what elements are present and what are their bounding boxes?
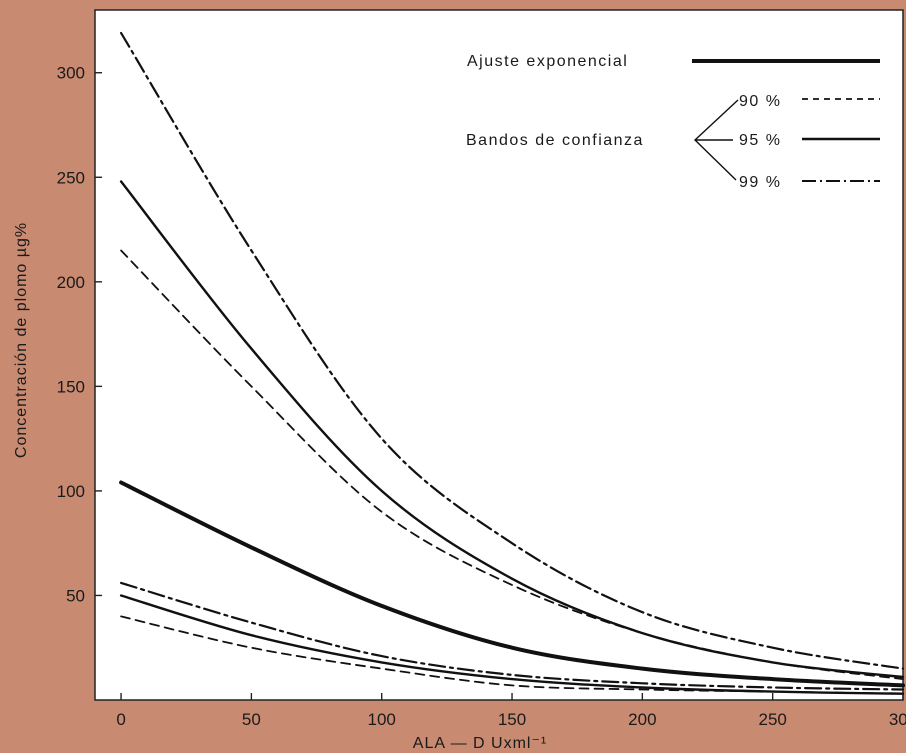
series-line-upper-99 (120, 31, 905, 670)
plot-background (94, 9, 904, 701)
x-tick-label: 100 (368, 710, 396, 729)
legend-bracket (693, 99, 739, 181)
x-tick-label: 50 (242, 710, 261, 729)
series-line-ajuste-exponencial (119, 480, 905, 688)
series-line-lower-99 (120, 581, 905, 691)
legend-level-95: 95 % (739, 132, 781, 149)
x-tick-label: 150 (498, 710, 526, 729)
legend-fit-label: Ajuste exponencial (467, 53, 628, 70)
x-tick-label: 0 (116, 710, 125, 729)
y-tick-label: 200 (57, 273, 85, 292)
y-tick-label: 50 (66, 586, 85, 605)
x-tick-label: 200 (628, 710, 656, 729)
x-tick-label: 250 (758, 710, 786, 729)
series-line-upper-90 (120, 249, 904, 680)
axis-ticks: 0 50 100 150 200 250 300 50 100 150 200 250 300 (57, 64, 906, 729)
legend-level-99: 99 % (739, 174, 781, 191)
y-axis-title: Concentración de plomo µg% (13, 222, 30, 458)
series-line-lower-95 (119, 594, 905, 695)
series-layer (119, 31, 905, 695)
legend-level-90: 90 % (739, 93, 781, 110)
y-tick-label: 100 (57, 482, 85, 501)
y-tick-label: 150 (57, 377, 85, 396)
legend: Ajuste exponencial Bandos de confianza 9… (466, 53, 880, 191)
y-tick-label: 300 (57, 64, 85, 83)
x-tick-label: 300 (889, 710, 906, 729)
series-line-upper-95 (119, 180, 905, 679)
y-axis-title-group: Concentración de plomo µg% (13, 222, 30, 458)
y-tick-label: 250 (57, 168, 85, 187)
x-axis-title: ALA — D Uxml⁻¹ (413, 735, 547, 752)
legend-bands-label: Bandos de confianza (466, 132, 644, 149)
series-line-lower-90 (120, 615, 904, 695)
